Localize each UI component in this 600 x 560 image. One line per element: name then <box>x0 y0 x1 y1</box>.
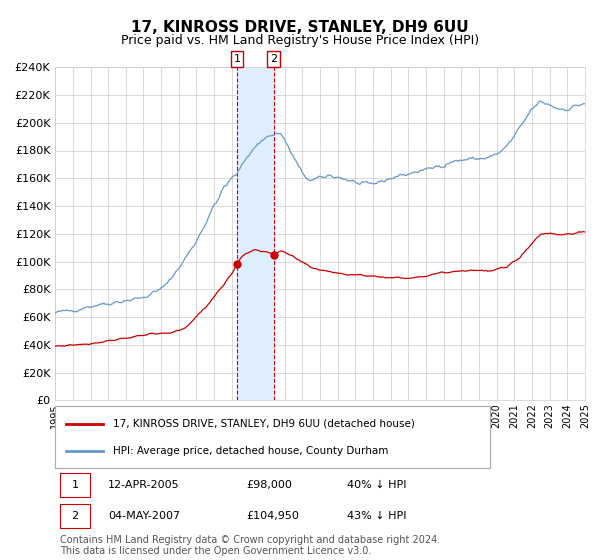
FancyBboxPatch shape <box>61 504 89 528</box>
FancyBboxPatch shape <box>61 473 89 497</box>
Text: HPI: Average price, detached house, County Durham: HPI: Average price, detached house, Coun… <box>113 446 389 455</box>
Text: 1: 1 <box>233 54 241 64</box>
Text: 40% ↓ HPI: 40% ↓ HPI <box>347 480 406 489</box>
FancyBboxPatch shape <box>55 406 490 468</box>
Bar <box>237 67 274 400</box>
Text: 2: 2 <box>71 511 79 521</box>
Text: 2: 2 <box>270 54 277 64</box>
Text: 1: 1 <box>71 480 79 489</box>
Text: 04-MAY-2007: 04-MAY-2007 <box>108 511 181 521</box>
Text: 43% ↓ HPI: 43% ↓ HPI <box>347 511 406 521</box>
Text: £104,950: £104,950 <box>246 511 299 521</box>
Text: Price paid vs. HM Land Registry's House Price Index (HPI): Price paid vs. HM Land Registry's House … <box>121 34 479 46</box>
Text: 17, KINROSS DRIVE, STANLEY, DH9 6UU: 17, KINROSS DRIVE, STANLEY, DH9 6UU <box>131 20 469 35</box>
Text: 12-APR-2005: 12-APR-2005 <box>108 480 180 489</box>
Text: £98,000: £98,000 <box>246 480 292 489</box>
Text: 17, KINROSS DRIVE, STANLEY, DH9 6UU (detached house): 17, KINROSS DRIVE, STANLEY, DH9 6UU (det… <box>113 419 415 429</box>
Text: Contains HM Land Registry data © Crown copyright and database right 2024.: Contains HM Land Registry data © Crown c… <box>61 535 441 544</box>
Text: This data is licensed under the Open Government Licence v3.0.: This data is licensed under the Open Gov… <box>61 547 372 557</box>
